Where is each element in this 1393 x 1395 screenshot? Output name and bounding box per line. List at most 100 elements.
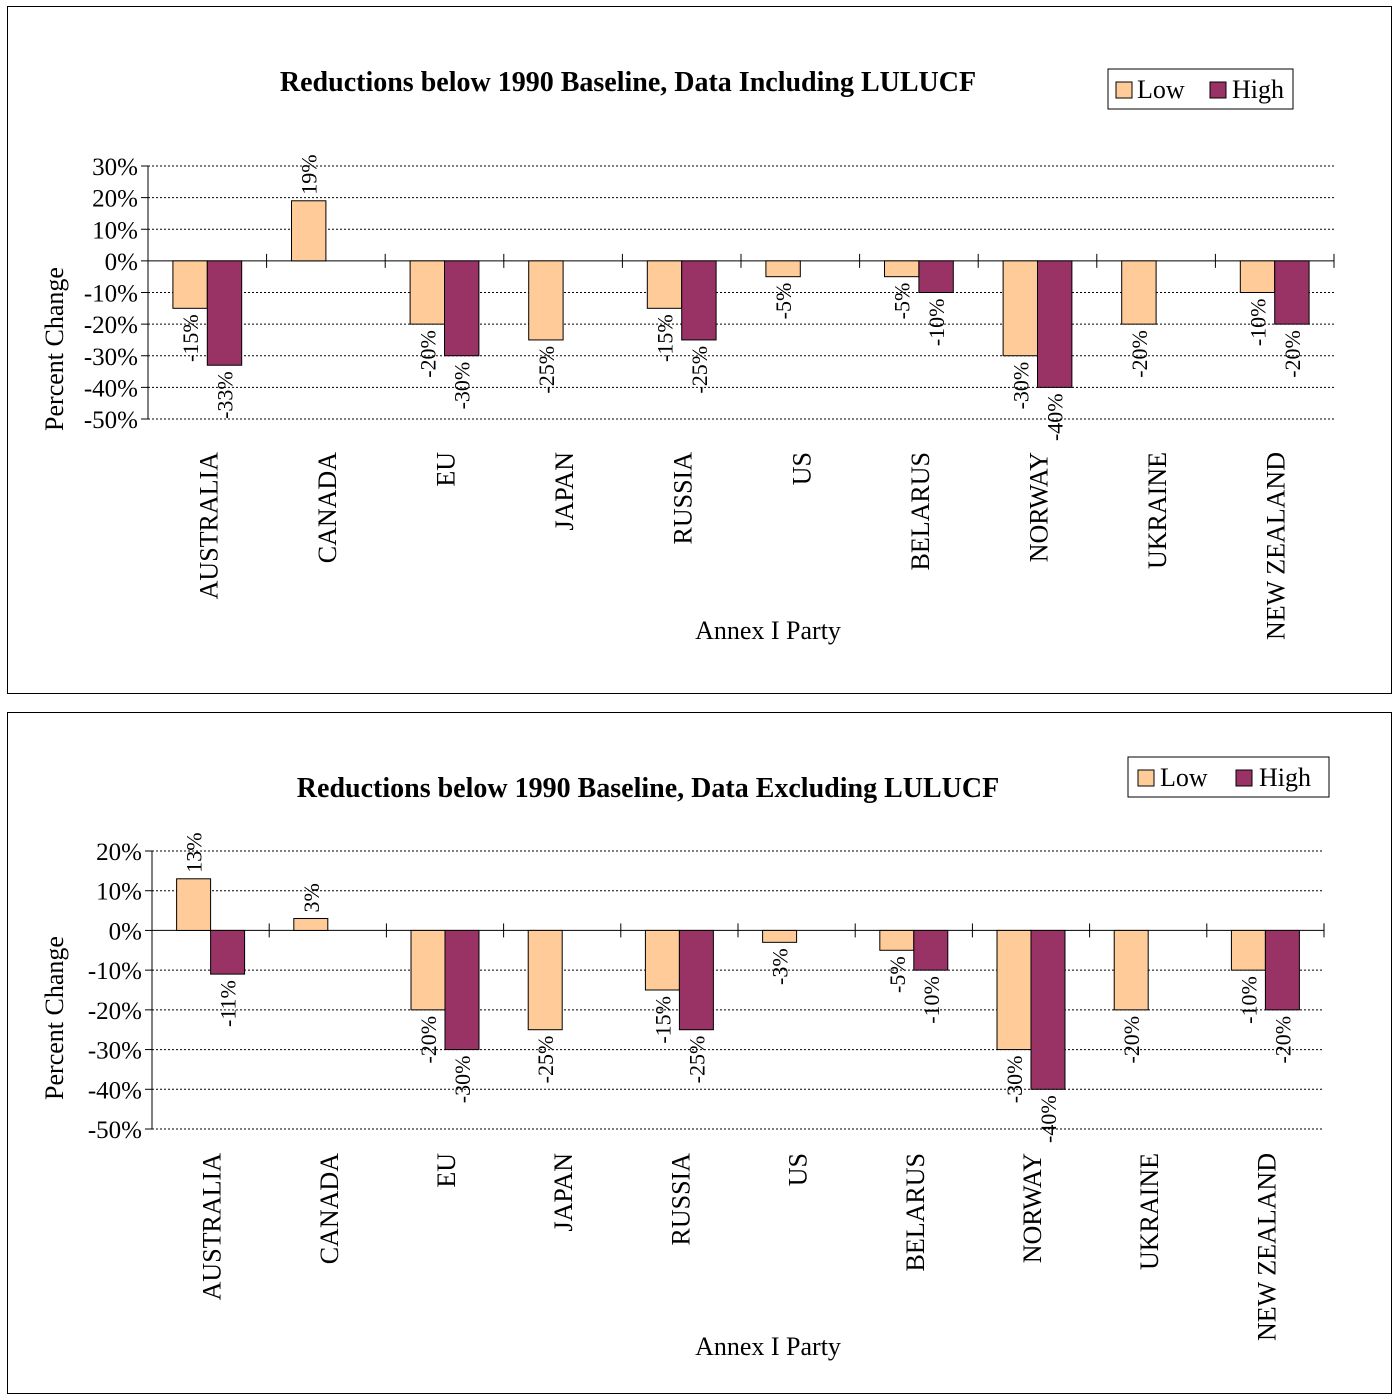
chart-title: Reductions below 1990 Baseline, Data Exc… xyxy=(297,773,999,804)
data-label: -33% xyxy=(212,371,237,419)
data-label: -30% xyxy=(1008,362,1033,410)
data-label: -10% xyxy=(924,299,949,347)
category-label: JAPAN xyxy=(550,452,579,531)
bar-high xyxy=(1264,929,1300,1011)
data-label: -25% xyxy=(534,346,559,394)
legend: Low High xyxy=(1107,68,1294,110)
data-label: -20% xyxy=(416,1016,441,1064)
bar-high xyxy=(1274,260,1310,325)
chart-panel-including-lulucf: Reductions below 1990 Baseline, Data Inc… xyxy=(7,6,1392,694)
bar-high xyxy=(1030,929,1066,1090)
bar-low xyxy=(646,260,683,309)
data-label: -20% xyxy=(1119,1016,1144,1064)
category-label: BELARUS xyxy=(906,452,935,570)
chart-including-lulucf: Reductions below 1990 Baseline, Data Inc… xyxy=(40,67,1335,645)
y-tick-label: -20% xyxy=(84,312,138,339)
bar-low xyxy=(1113,929,1149,1011)
bar-low xyxy=(644,929,680,991)
data-label: -5% xyxy=(771,283,796,320)
legend-swatch-low xyxy=(1115,81,1133,99)
legend-label-high: High xyxy=(1259,763,1311,792)
category-label: NEW ZEALAND xyxy=(1252,1153,1281,1341)
bar-high xyxy=(1037,260,1073,388)
category-label: CANADA xyxy=(313,452,342,563)
legend-box xyxy=(1127,756,1330,798)
y-tick-label: 30% xyxy=(92,154,138,181)
category-label: CANADA xyxy=(315,1153,344,1264)
data-label: -15% xyxy=(178,314,203,362)
data-label: -25% xyxy=(687,346,712,394)
category-label: EU xyxy=(432,452,461,487)
data-label: -20% xyxy=(415,330,440,378)
bar-low xyxy=(762,929,798,943)
legend-label-low: Low xyxy=(1137,75,1185,104)
data-label: -15% xyxy=(650,996,675,1044)
y-tick-label: -50% xyxy=(84,407,138,434)
y-tick-label: -40% xyxy=(84,375,138,402)
bar-high xyxy=(681,260,717,341)
y-tick-label: -20% xyxy=(88,998,142,1025)
data-label: -15% xyxy=(653,314,678,362)
bar-high xyxy=(918,260,954,293)
data-label: -20% xyxy=(1280,330,1305,378)
y-tick-label: -40% xyxy=(88,1077,142,1104)
data-label: -30% xyxy=(450,1056,475,1104)
bar-low xyxy=(1121,260,1157,325)
bar-high xyxy=(206,260,243,366)
data-label: 3% xyxy=(299,883,324,912)
chart-excluding-lulucf: Reductions below 1990 Baseline, Data Exc… xyxy=(40,756,1330,1361)
y-axis-label: Percent Change xyxy=(40,267,69,431)
bar-low xyxy=(1239,260,1276,293)
category-label: AUSTRALIA xyxy=(194,452,223,600)
y-tick-label: 10% xyxy=(96,879,142,906)
bar-high xyxy=(444,260,480,357)
plot-area: 30% 20% 10% 0% -10% -20% -30% -40% -50% -15% -33% A… xyxy=(84,154,1335,640)
bar-low xyxy=(293,918,329,931)
bar-low xyxy=(172,260,208,309)
data-label: -25% xyxy=(684,1036,709,1084)
data-label: -5% xyxy=(890,283,915,320)
category-label: UKRAINE xyxy=(1135,1153,1164,1270)
data-label: -10% xyxy=(1236,976,1261,1024)
data-label: -10% xyxy=(1246,299,1271,347)
y-tick-label: 20% xyxy=(92,186,138,213)
x-axis-label: Annex I Party xyxy=(695,616,841,645)
legend-label-high: High xyxy=(1232,75,1284,104)
category-label: NORWAY xyxy=(1025,452,1054,563)
category-label: JAPAN xyxy=(549,1153,578,1232)
data-label: -3% xyxy=(768,948,793,985)
data-label: -10% xyxy=(919,976,944,1024)
chart-panel-excluding-lulucf: Reductions below 1990 Baseline, Data Exc… xyxy=(7,712,1392,1394)
legend: Low High xyxy=(1127,756,1330,798)
y-tick-label: -10% xyxy=(84,281,138,308)
data-label: 13% xyxy=(182,832,207,872)
category-label: RUSSIA xyxy=(666,1153,695,1246)
category-label: UKRAINE xyxy=(1143,452,1172,569)
category-label: BELARUS xyxy=(901,1153,930,1271)
data-label: -25% xyxy=(533,1036,558,1084)
data-label: -5% xyxy=(885,956,910,993)
bar-low xyxy=(879,929,915,951)
data-label: 19% xyxy=(297,154,322,194)
category-label: EU xyxy=(432,1153,461,1188)
category-label: US xyxy=(787,452,816,485)
bar-low xyxy=(291,200,327,262)
bar-low xyxy=(176,878,212,931)
data-label: -30% xyxy=(450,362,475,410)
bar-low xyxy=(410,929,446,1011)
y-tick-label: 0% xyxy=(109,918,142,945)
legend-swatch-low xyxy=(1137,769,1155,787)
bar-high xyxy=(210,929,246,975)
data-label: -40% xyxy=(1036,1095,1061,1143)
y-tick-label: -30% xyxy=(88,1038,142,1065)
x-axis-label: Annex I Party xyxy=(695,1332,841,1361)
data-label: -20% xyxy=(1127,330,1152,378)
chart-title: Reductions below 1990 Baseline, Data Inc… xyxy=(280,67,976,98)
category-label: NORWAY xyxy=(1018,1153,1047,1264)
bar-low xyxy=(1002,260,1039,357)
bar-high xyxy=(913,929,949,971)
legend-box xyxy=(1107,68,1294,110)
category-label: NEW ZEALAND xyxy=(1262,452,1291,640)
y-tick-label: 0% xyxy=(105,249,138,276)
y-tick-label: -30% xyxy=(84,344,138,371)
